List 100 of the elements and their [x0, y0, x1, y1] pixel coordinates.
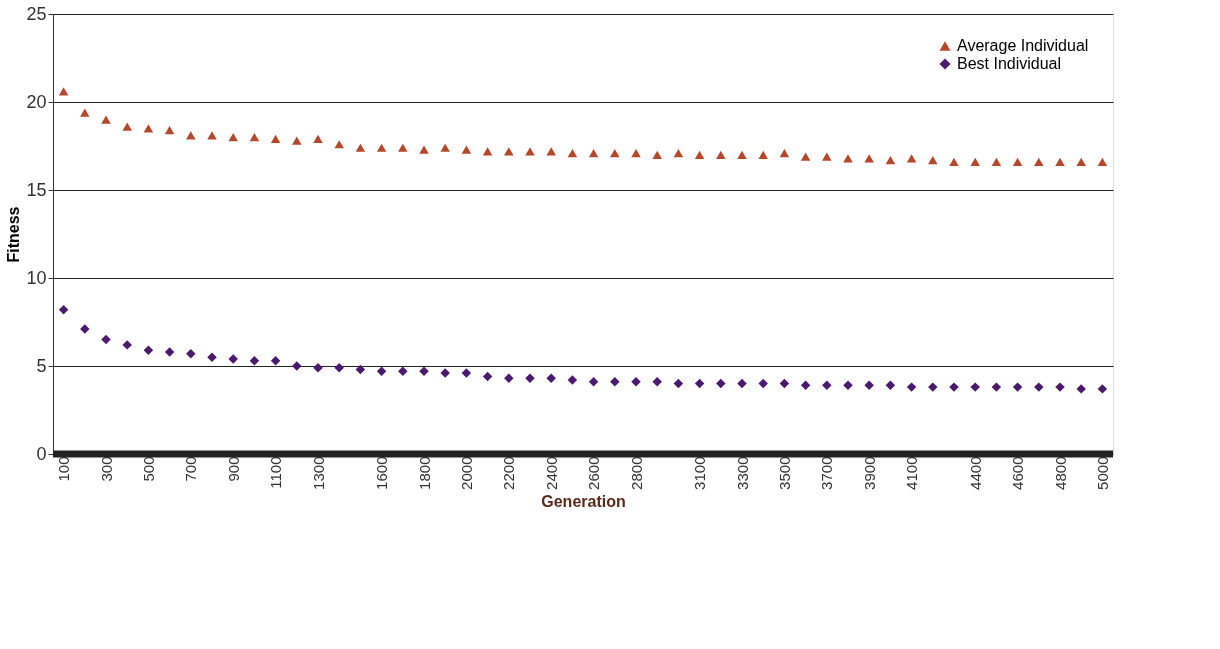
x-tick-label: 3500	[775, 456, 793, 490]
x-tick-label: 4600	[1009, 456, 1027, 490]
point	[186, 348, 196, 359]
point	[80, 108, 90, 117]
point	[1097, 384, 1108, 394]
x-tick-label: 3700	[818, 456, 836, 490]
x-tick-label: 3900	[860, 456, 878, 490]
point	[716, 378, 726, 389]
point	[588, 377, 599, 387]
x-tick-label: 2200	[500, 456, 518, 490]
point	[610, 148, 620, 158]
point	[270, 355, 281, 366]
point	[419, 366, 429, 377]
point	[58, 87, 69, 96]
point	[546, 147, 556, 156]
point	[610, 377, 620, 387]
point	[398, 366, 408, 377]
point	[334, 140, 344, 149]
point	[652, 377, 662, 387]
point	[970, 382, 980, 392]
x-tick-label: 1800	[415, 456, 433, 490]
legend-label: Average Individual	[957, 37, 1089, 54]
point	[673, 148, 684, 158]
point	[1012, 382, 1023, 392]
point	[58, 304, 69, 315]
point	[567, 375, 578, 385]
point	[313, 134, 323, 144]
point	[482, 371, 493, 382]
point	[694, 378, 705, 389]
point	[694, 150, 705, 159]
point	[1034, 157, 1044, 166]
point	[991, 157, 1002, 166]
point	[101, 115, 111, 124]
point	[1076, 157, 1086, 166]
point	[313, 363, 323, 373]
point	[758, 150, 768, 159]
x-tick-label: 5000	[1093, 456, 1111, 490]
x-tick-label: 900	[224, 456, 242, 482]
x-axis-title: Generation	[541, 492, 626, 510]
point	[800, 152, 811, 161]
x-tick-label: 4400	[966, 456, 984, 490]
point	[440, 143, 450, 152]
x-tick-label: 3100	[691, 456, 709, 490]
point	[1034, 382, 1044, 392]
point	[758, 378, 768, 389]
point	[885, 380, 896, 391]
point	[906, 382, 917, 392]
x-tick-label: 4100	[903, 456, 921, 490]
y-tick-label: 25	[26, 3, 47, 24]
point	[588, 148, 599, 158]
point	[270, 134, 281, 144]
point	[525, 373, 535, 384]
point	[122, 340, 132, 350]
point	[504, 147, 514, 156]
point	[631, 148, 641, 158]
point	[164, 347, 175, 357]
x-tick-label: 1600	[373, 456, 391, 490]
point	[482, 147, 493, 156]
point	[546, 373, 556, 384]
x-tick-label: 3300	[733, 456, 751, 490]
point	[376, 366, 387, 377]
point	[928, 382, 938, 392]
point	[673, 378, 684, 389]
x-tick-label: 1100	[267, 456, 285, 489]
point	[822, 380, 832, 391]
x-tick-label: 500	[139, 456, 157, 482]
point	[164, 126, 175, 135]
point	[355, 143, 366, 152]
x-tick-label: 1300	[309, 456, 327, 490]
point	[249, 133, 260, 142]
point	[376, 143, 387, 152]
point	[970, 157, 980, 166]
point	[928, 155, 938, 165]
point	[885, 155, 896, 165]
point	[822, 152, 832, 161]
x-tick-label: 2400	[542, 456, 560, 490]
point	[567, 148, 578, 158]
legend-label: Best Individual	[957, 55, 1062, 72]
point	[143, 124, 154, 133]
point	[906, 154, 917, 163]
point	[228, 133, 238, 142]
point	[737, 150, 747, 159]
point	[843, 380, 853, 391]
point	[779, 148, 790, 158]
point	[101, 334, 111, 345]
point	[122, 122, 132, 131]
point	[1012, 157, 1023, 166]
point	[525, 147, 535, 156]
point	[737, 378, 747, 389]
point	[207, 131, 217, 140]
point	[504, 373, 514, 384]
x-tick-label: 700	[182, 456, 200, 482]
x-tick-label: 300	[97, 456, 115, 482]
point	[1055, 157, 1065, 166]
point	[1076, 384, 1086, 394]
y-tick-label: 10	[26, 267, 47, 288]
point	[461, 368, 472, 378]
point	[419, 145, 429, 154]
point	[355, 364, 366, 375]
point	[461, 145, 472, 154]
